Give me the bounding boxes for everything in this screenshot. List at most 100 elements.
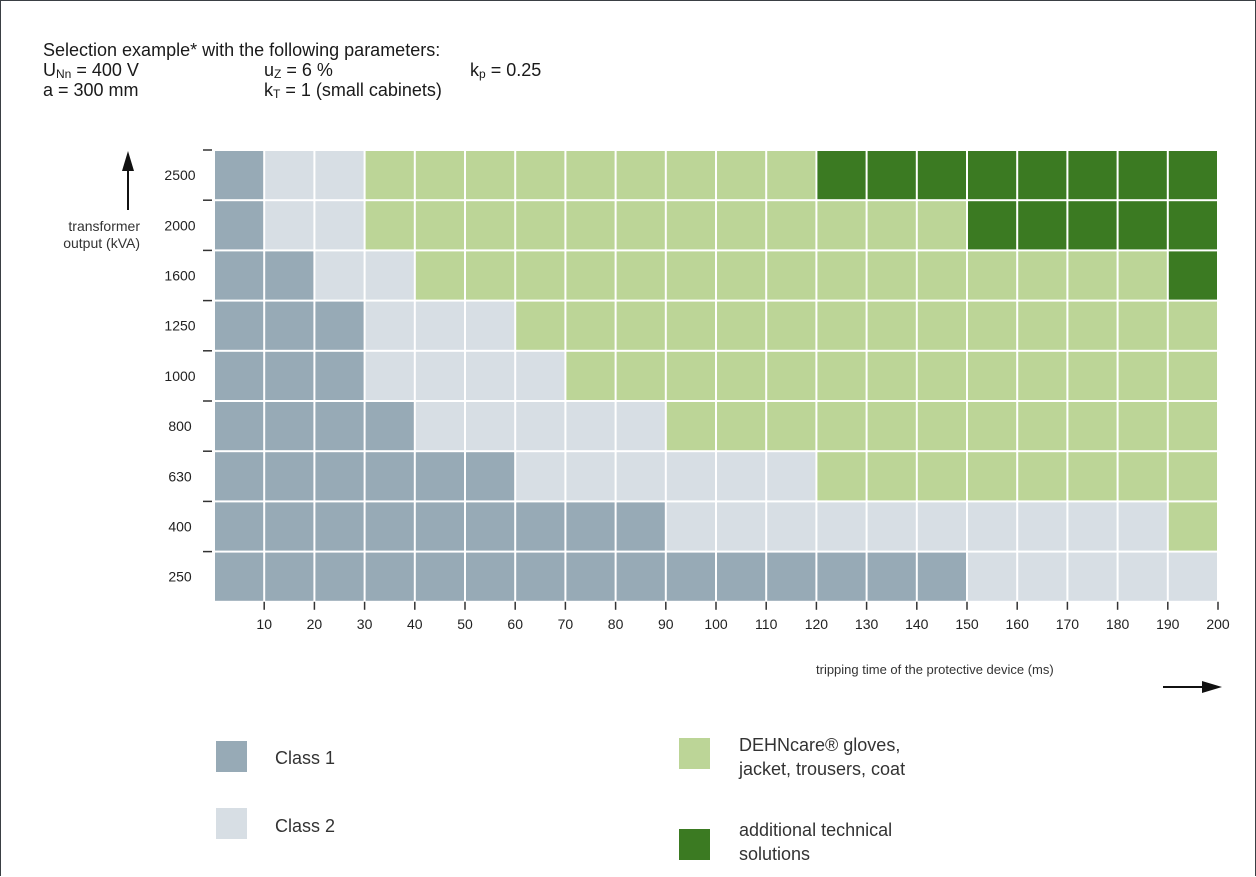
heatmap-cell-2500-160: [968, 151, 1017, 200]
heatmap-cell-630-20: [265, 452, 314, 501]
heatmap-cell-1250-100: [666, 301, 715, 350]
heatmap-cell-630-120: [767, 452, 816, 501]
heatmap-cell-1600-90: [616, 251, 665, 300]
heatmap-cell-630-160: [968, 452, 1017, 501]
heatmap-cell-2000-20: [265, 201, 314, 250]
heatmap-cell-2500-150: [917, 151, 966, 200]
heatmap-cell-2500-170: [1018, 151, 1067, 200]
heatmap-cell-1000-50: [415, 351, 464, 400]
heatmap-cell-800-110: [717, 402, 766, 451]
legend-label-dehncare: DEHNcare® gloves, jacket, trousers, coat: [739, 735, 906, 779]
heatmap-cell-800-10: [215, 402, 264, 451]
heatmap-cell-1000-40: [365, 351, 414, 400]
heatmap-cell-1250-150: [917, 301, 966, 350]
heatmap-cell-1250-60: [466, 301, 515, 350]
heatmap-cell-1000-60: [466, 351, 515, 400]
heatmap-cell-630-40: [365, 452, 414, 501]
heatmap-cell-1000-90: [616, 351, 665, 400]
heatmap-cell-1600-30: [315, 251, 364, 300]
heatmap-cell-250-110: [717, 552, 766, 601]
param-uz: uZ = 6 %: [264, 60, 333, 81]
heatmap-cell-400-10: [215, 502, 264, 551]
heatmap-cell-1000-150: [917, 351, 966, 400]
param-kp: kp = 0.25: [470, 60, 542, 81]
heatmap-cell-800-90: [616, 402, 665, 451]
heatmap-cell-1000-120: [767, 351, 816, 400]
heatmap-cell-1250-200: [1168, 301, 1217, 350]
heatmap-cell-800-60: [466, 402, 515, 451]
y-tick-label-1000: 1000: [164, 368, 195, 384]
param-a: a = 300 mm: [43, 80, 139, 100]
legend-swatch-class2: [216, 808, 247, 839]
heatmap-cell-1000-180: [1068, 351, 1117, 400]
heatmap-cell-1250-170: [1018, 301, 1067, 350]
heatmap-cell-400-60: [466, 502, 515, 551]
heatmap-cell-630-140: [867, 452, 916, 501]
heatmap-cell-250-20: [265, 552, 314, 601]
heatmap-cell-630-130: [817, 452, 866, 501]
x-tick-label-140: 140: [905, 616, 929, 632]
heatmap-cell-2500-70: [516, 151, 565, 200]
heatmap-cell-800-40: [365, 402, 414, 451]
heatmap-cell-400-190: [1118, 502, 1167, 551]
heatmap-cell-1000-30: [315, 351, 364, 400]
heatmap-cell-1000-140: [867, 351, 916, 400]
param-kt: kT = 1 (small cabinets): [264, 80, 442, 101]
heatmap-cell-1600-50: [415, 251, 464, 300]
heatmap-cell-630-150: [917, 452, 966, 501]
heatmap-cell-630-70: [516, 452, 565, 501]
heatmap-cell-2000-30: [315, 201, 364, 250]
heatmap-cell-630-50: [415, 452, 464, 501]
legend-label-class2: Class 2: [275, 816, 336, 836]
x-tick-label-40: 40: [407, 616, 423, 632]
x-tick-label-50: 50: [457, 616, 473, 632]
heatmap-cell-800-150: [917, 402, 966, 451]
heatmap-cell-1250-20: [265, 301, 314, 350]
heatmap-cell-250-70: [516, 552, 565, 601]
heatmap-cell-1250-130: [817, 301, 866, 350]
x-tick-label-200: 200: [1206, 616, 1230, 632]
heatmap-cell-1600-10: [215, 251, 264, 300]
heatmap-cell-630-10: [215, 452, 264, 501]
heatmap-cell-1600-80: [566, 251, 615, 300]
heatmap-cell-250-50: [415, 552, 464, 601]
x-tick-label-190: 190: [1156, 616, 1180, 632]
heatmap-cell-400-100: [666, 502, 715, 551]
heatmap-cell-250-40: [365, 552, 414, 601]
y-tick-label-800: 800: [168, 418, 192, 434]
heatmap-cell-800-180: [1068, 402, 1117, 451]
heatmap-cell-2000-190: [1118, 201, 1167, 250]
heatmap-cell-2500-110: [717, 151, 766, 200]
heatmap-cell-400-110: [717, 502, 766, 551]
heatmap-cell-250-130: [817, 552, 866, 601]
x-tick-label-180: 180: [1106, 616, 1130, 632]
heatmap-cell-1600-190: [1118, 251, 1167, 300]
heatmap-cell-2000-140: [867, 201, 916, 250]
heatmap-cell-1600-160: [968, 251, 1017, 300]
x-tick-label-70: 70: [558, 616, 574, 632]
heatmap-cell-400-90: [616, 502, 665, 551]
heatmap-cell-2500-120: [767, 151, 816, 200]
heatmap-cell-1000-80: [566, 351, 615, 400]
heatmap-cell-2500-40: [365, 151, 414, 200]
heatmap-cell-630-100: [666, 452, 715, 501]
legend-label-additional: additional technical solutions: [739, 820, 893, 864]
heatmap-cell-400-50: [415, 502, 464, 551]
heatmap-cell-2000-110: [717, 201, 766, 250]
heatmap-cell-630-200: [1168, 452, 1217, 501]
y-axis-label: transformer output (kVA): [63, 218, 140, 251]
heatmap-cell-1000-70: [516, 351, 565, 400]
heatmap-cell-1250-80: [566, 301, 615, 350]
x-axis-label: tripping time of the protective device (…: [816, 662, 1054, 677]
heatmap-cell-250-180: [1068, 552, 1117, 601]
heatmap-cell-250-60: [466, 552, 515, 601]
heatmap-cell-2000-40: [365, 201, 414, 250]
heatmap-cell-2000-180: [1068, 201, 1117, 250]
heatmap-cell-2500-100: [666, 151, 715, 200]
heatmap-cell-400-70: [516, 502, 565, 551]
heatmap-cell-1250-110: [717, 301, 766, 350]
legend-swatch-dehncare: [679, 738, 710, 769]
heatmap-cell-800-120: [767, 402, 816, 451]
heatmap-cell-1600-170: [1018, 251, 1067, 300]
